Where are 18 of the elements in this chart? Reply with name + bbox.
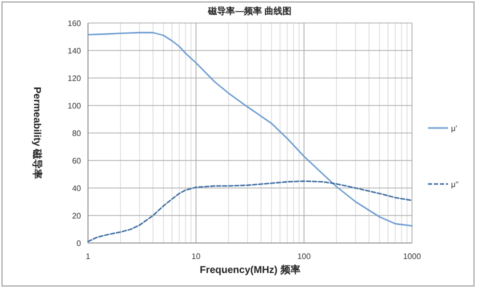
x-tick-label: 100	[297, 252, 312, 261]
y-tick-label: 20	[72, 212, 82, 220]
chart-title: 磁导率—频率 曲线图	[207, 6, 292, 16]
x-axis-title: Frequency(MHz) 频率	[200, 264, 300, 276]
y-tick-label: 60	[72, 156, 82, 166]
y-tick-label: 120	[68, 74, 82, 83]
y-tick-label: 40	[72, 184, 82, 193]
y-tick-label: 0	[76, 239, 82, 248]
legend-label: μ''	[451, 180, 460, 189]
y-tick-label: 140	[68, 46, 82, 56]
y-tick-label: 160	[68, 19, 82, 28]
x-tick-label: 10	[192, 252, 201, 261]
y-tick-label: 80	[72, 129, 82, 138]
x-tick-label: 1000	[403, 252, 422, 261]
x-tick-label: 1	[86, 252, 91, 261]
legend-label: μ'	[451, 124, 458, 133]
y-axis-title: Permeability 磁导率	[31, 86, 43, 180]
y-tick-label: 100	[68, 102, 82, 110]
